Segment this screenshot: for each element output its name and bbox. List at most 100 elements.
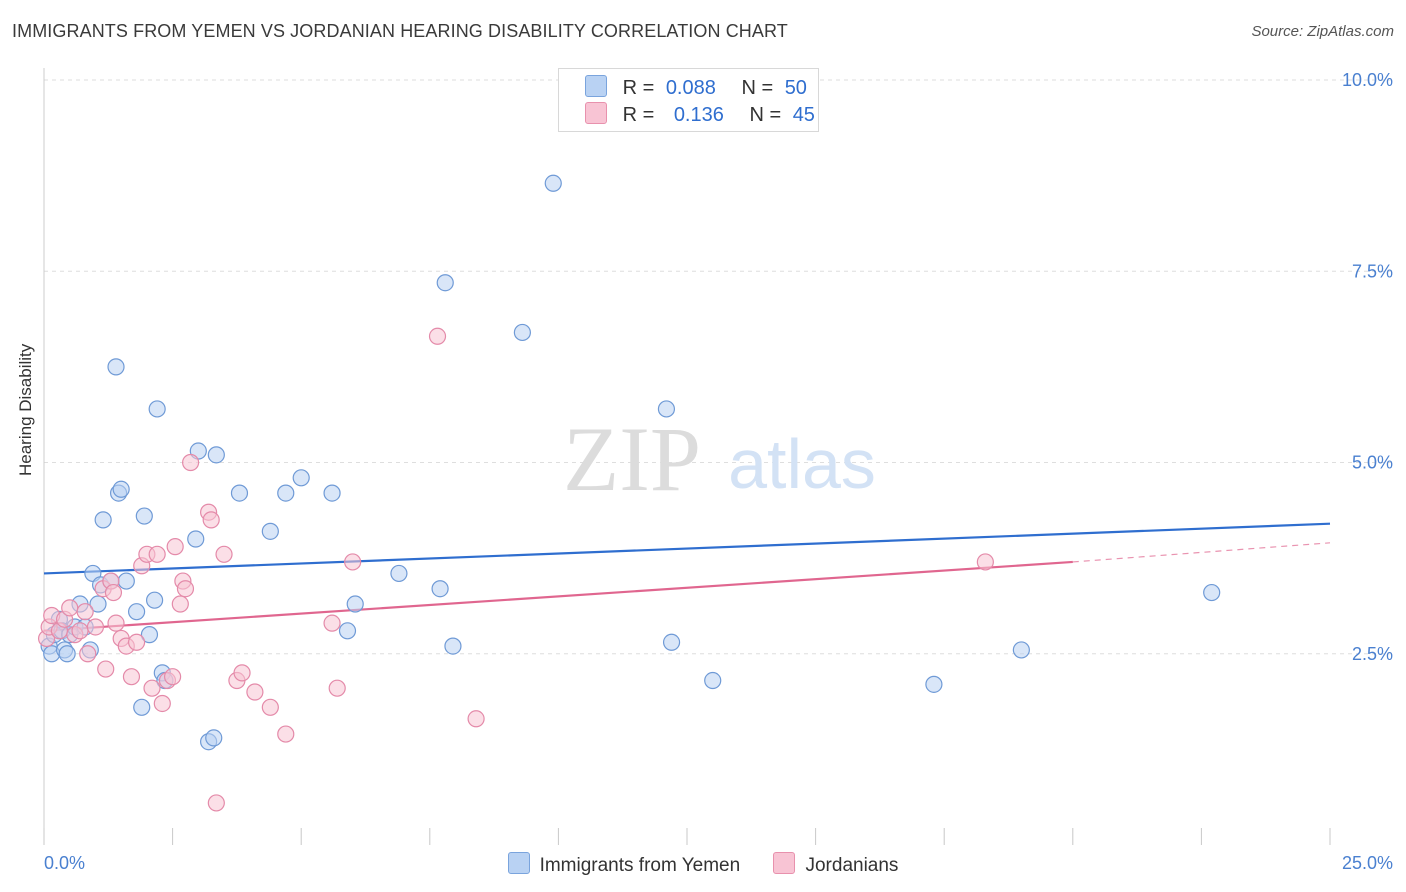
point-yemen: [94, 511, 112, 529]
point-yemen: [436, 274, 454, 292]
point-yemen: [133, 698, 151, 716]
point-yemen: [1203, 583, 1221, 602]
point-jordanian: [428, 327, 447, 345]
legend-r-label: R =: [622, 104, 655, 126]
legend-n-label: N =: [741, 77, 774, 99]
point-yemen: [925, 675, 943, 693]
x-tick-label: 0.0%: [44, 853, 85, 873]
point-jordanian: [97, 660, 115, 678]
point-yemen: [662, 633, 681, 651]
point-jordanian: [233, 664, 251, 682]
y-tick-label: 10.0%: [1342, 70, 1393, 90]
point-yemen: [704, 671, 722, 690]
point-jordanian: [166, 538, 184, 556]
point-jordanian: [127, 633, 146, 651]
point-yemen: [89, 595, 107, 613]
point-jordanian: [277, 725, 295, 743]
axes: [43, 68, 1331, 845]
point-yemen: [58, 645, 76, 663]
tick-labels: 2.5% 5.0% 7.5% 10.0% 0.0% 25.0%: [44, 70, 1393, 873]
data-points: [37, 174, 1221, 812]
point-yemen: [127, 603, 146, 621]
point-yemen: [277, 484, 295, 502]
trend-line-jordanian-extension: [1072, 542, 1331, 563]
point-jordanian: [207, 794, 225, 812]
legend-n-value: 45: [792, 104, 815, 126]
trend-line-jordanian: [43, 560, 1073, 632]
point-jordanian: [104, 583, 123, 602]
legend-r-label: R =: [622, 77, 655, 99]
y-tick-label: 2.5%: [1352, 644, 1393, 664]
legend-row-jordanians: R = 0.136 N = 45: [585, 102, 815, 126]
trend-line-yemen: [43, 522, 1331, 575]
legend-swatch-blue: [507, 852, 530, 874]
legend-n-label: N =: [749, 104, 782, 126]
legend-label-jordanians: Jordanians: [805, 855, 899, 876]
point-yemen: [145, 591, 164, 609]
point-jordanian: [176, 580, 195, 598]
point-jordanian: [79, 645, 97, 663]
point-yemen: [117, 572, 135, 590]
y-axis-label: Hearing Disability: [16, 343, 35, 476]
legend-item-yemen[interactable]: Immigrants from Yemen: [507, 852, 741, 877]
point-jordanian: [261, 698, 279, 716]
point-yemen: [346, 595, 364, 613]
point-yemen: [338, 622, 357, 640]
legend-item-jordanians[interactable]: Jordanians: [773, 852, 898, 877]
point-jordanian: [71, 622, 89, 640]
point-yemen: [261, 522, 279, 540]
point-yemen: [292, 469, 310, 487]
point-yemen: [205, 729, 223, 747]
point-jordanian: [61, 599, 79, 617]
source-label: Source: ZipAtlas.com: [1251, 23, 1394, 40]
legend-n-value: 50: [784, 77, 807, 99]
grid-lines: [44, 79, 1392, 655]
point-yemen: [657, 400, 676, 418]
point-jordanian: [76, 603, 94, 621]
point-jordanian: [153, 694, 171, 713]
point-jordanian: [467, 710, 485, 728]
legend-r-value: 0.136: [673, 104, 724, 126]
point-jordanian: [344, 553, 362, 571]
x-tick-label: 25.0%: [1342, 853, 1393, 873]
point-yemen: [444, 637, 462, 655]
stats-legend: R = 0.088 N = 50 R = 0.136 N = 45: [558, 68, 819, 132]
trend-lines: [43, 522, 1331, 632]
point-jordanian: [182, 453, 200, 472]
point-yemen: [323, 484, 341, 502]
point-yemen: [187, 530, 205, 548]
point-jordanian: [328, 679, 346, 697]
point-yemen: [230, 484, 249, 502]
legend-swatch-blue: [585, 75, 607, 97]
point-jordanian: [215, 545, 233, 563]
y-tick-label: 5.0%: [1352, 453, 1393, 473]
point-yemen: [112, 480, 130, 498]
y-tick-label: 7.5%: [1352, 261, 1393, 281]
point-yemen: [544, 174, 562, 192]
point-jordanian: [164, 668, 182, 686]
point-jordanian: [143, 679, 161, 697]
point-jordanian: [976, 553, 994, 571]
point-yemen: [140, 626, 159, 644]
chart-title: IMMIGRANTS FROM YEMEN VS JORDANIAN HEARI…: [12, 21, 788, 41]
watermark-atlas: atlas: [728, 425, 876, 503]
point-yemen: [135, 507, 153, 525]
point-yemen: [513, 323, 531, 342]
point-jordanian: [148, 545, 166, 563]
series-legend: Immigrants from Yemen Jordanians: [0, 852, 1406, 877]
point-jordanian: [323, 614, 341, 632]
point-jordanian: [122, 668, 141, 686]
legend-swatch-pink: [585, 102, 607, 124]
point-yemen: [390, 564, 408, 583]
legend-swatch-pink: [773, 852, 796, 874]
point-yemen: [207, 446, 225, 464]
point-jordanian: [171, 595, 189, 613]
point-jordanian: [107, 614, 125, 632]
point-yemen: [431, 580, 449, 598]
watermark-zip: ZIP: [563, 408, 701, 510]
point-jordanian: [86, 618, 105, 636]
point-yemen: [1012, 641, 1030, 659]
legend-label-yemen: Immigrants from Yemen: [539, 855, 741, 876]
point-jordanian: [246, 683, 264, 701]
